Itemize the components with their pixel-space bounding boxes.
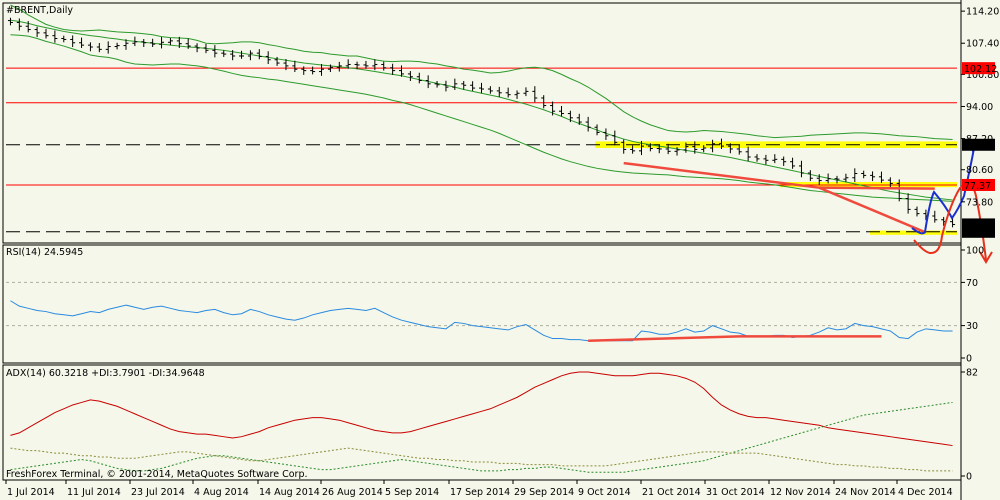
x-tick-label: 12 Nov 2014 [770, 487, 831, 498]
price-panel [6, 4, 993, 264]
price-label-text: 77.37 [964, 181, 991, 192]
rsi-panel [6, 281, 957, 342]
price-panel-title: #BRENT,Daily [6, 5, 73, 16]
adx-y-tick-label: 0 [966, 472, 972, 483]
x-tick-label: 9 Oct 2014 [578, 487, 631, 498]
rsi-y-tick-label: 0 [966, 354, 972, 365]
highlight-band [870, 230, 957, 235]
adx-y-tick-label: 82 [966, 368, 978, 379]
x-tick-label: 4 Dec 2014 [898, 487, 953, 498]
x-tick-label: 21 Oct 2014 [642, 487, 701, 498]
price-label-box [962, 62, 995, 75]
adx-series-line [10, 371, 953, 447]
price-label-text: 102.12 [964, 64, 997, 75]
x-tick-label: 29 Sep 2014 [514, 487, 574, 498]
rsi-trendline [588, 335, 882, 342]
rsi-y-tick-label: 100 [966, 246, 984, 257]
x-tick-label: 4 Aug 2014 [194, 487, 249, 498]
x-tick-label: 1 Jul 2014 [7, 487, 55, 498]
price-label-box [962, 138, 995, 151]
adx-series-line [10, 401, 953, 473]
x-tick-label: 5 Sep 2014 [385, 487, 439, 498]
rsi-panel-title: RSI(14) 24.5945 [6, 247, 83, 258]
rsi-y-tick-label: 30 [966, 321, 978, 332]
price-label-box [962, 178, 995, 191]
adx-panel [10, 371, 953, 473]
x-tick-label: 31 Oct 2014 [706, 487, 765, 498]
x-tick-label: 24 Nov 2014 [835, 487, 896, 498]
price-y-tick-label: 73.80 [966, 197, 993, 208]
x-tick-label: 14 Aug 2014 [259, 487, 320, 498]
price-resistance-trendline [819, 186, 935, 190]
price-y-tick-label: 100.80 [966, 70, 999, 81]
bollinger-upper [10, 4, 953, 141]
projection-arrow-red [979, 251, 993, 264]
bollinger-lower [10, 34, 953, 202]
x-tick-label: 11 Jul 2014 [67, 487, 121, 498]
price-label-text: 67.45 [964, 228, 991, 239]
x-tick-label: 23 Jul 2014 [131, 487, 185, 498]
adx-panel-title: ADX(14) 60.3218 +DI:3.7901 -DI:34.9648 [6, 368, 205, 379]
projection-path-red [913, 183, 987, 261]
x-tick-label: 17 Sep 2014 [450, 487, 510, 498]
copyright-text: FreshForex Terminal, © 2001-2014, MetaQu… [6, 469, 308, 480]
price-y-tick-label: 80.60 [966, 165, 993, 176]
x-tick-label: 26 Aug 2014 [322, 487, 383, 498]
price-label-text: 85.89 [964, 141, 991, 152]
price-y-tick-label: 107.40 [966, 39, 999, 50]
price-y-tick-label: 114.20 [966, 7, 999, 18]
rsi-y-tick-label: 70 [966, 278, 978, 289]
price-label-box [962, 225, 995, 238]
x-axis: 114.20107.40100.8094.0087.2080.6073.8010… [5, 7, 999, 498]
price-y-tick-label: 94.00 [966, 102, 993, 113]
